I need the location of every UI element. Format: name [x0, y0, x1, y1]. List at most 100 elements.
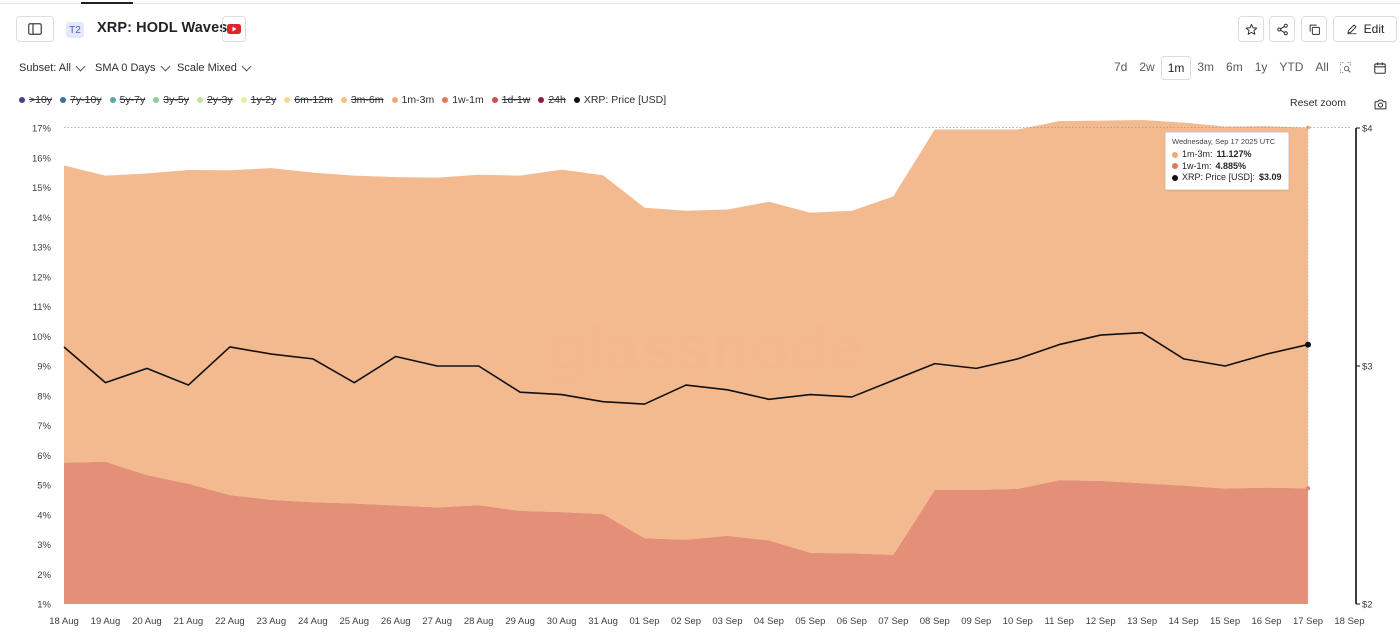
x-tick-label: 16 Sep — [1251, 616, 1281, 627]
top-divider — [0, 3, 1400, 4]
x-tick-label: 12 Sep — [1086, 616, 1116, 627]
x-tick-label: 03 Sep — [712, 616, 742, 627]
legend-item[interactable]: XRP: Price [USD] — [573, 94, 666, 106]
legend-item[interactable]: 1m-3m — [391, 94, 434, 106]
legend-dot — [573, 97, 580, 103]
star-icon — [1245, 23, 1257, 35]
tooltip-dot — [1172, 174, 1178, 181]
x-tick-label: 15 Sep — [1210, 616, 1240, 627]
x-tick-label: 30 Aug — [547, 616, 577, 627]
legend-dot — [340, 97, 347, 103]
share-button[interactable] — [1269, 16, 1295, 42]
sidebar-icon — [28, 23, 42, 35]
x-tick-label: 04 Sep — [754, 616, 784, 627]
tooltip-dot — [1172, 151, 1178, 158]
legend-dot — [442, 97, 449, 103]
reset-zoom-button[interactable]: Reset zoom — [1290, 97, 1347, 109]
legend-item[interactable]: 7y-10y — [60, 94, 102, 106]
chevron-down-icon — [75, 61, 86, 71]
legend-item[interactable]: 1w-1m — [442, 94, 484, 106]
tooltip-label: XRP: Price [USD]: — [1182, 172, 1256, 182]
price-tick-label: $4 — [1362, 124, 1373, 135]
range-selector: 7d 2w 1m 3m 6m 1y YTD All — [1108, 56, 1356, 80]
favorite-button[interactable] — [1238, 16, 1264, 42]
x-tick-label: 10 Sep — [1003, 616, 1033, 627]
tooltip-label: 1m-3m: — [1182, 149, 1213, 159]
range-3m[interactable]: 3m — [1197, 60, 1215, 74]
legend-dot — [109, 97, 116, 103]
range-6m[interactable]: 6m — [1226, 60, 1243, 74]
range-1y[interactable]: 1y — [1254, 60, 1268, 74]
range-1m[interactable]: 1m — [1160, 56, 1192, 80]
calendar-button[interactable] — [1367, 56, 1393, 80]
legend-dot — [391, 97, 398, 103]
chevron-down-icon — [160, 61, 170, 71]
legend-item[interactable]: 5y-7y — [109, 94, 145, 106]
hodl-waves-chart[interactable]: glassnode 1%2%3%4%5%6%7%8%9%10%11%12%13%… — [0, 110, 1400, 644]
range-ytd[interactable]: YTD — [1279, 60, 1304, 74]
x-tick-label: 18 Aug — [49, 616, 79, 627]
x-tick-label: 14 Sep — [1169, 616, 1199, 627]
legend-item[interactable]: 3m-6m — [340, 94, 384, 106]
price-tick-label: $2 — [1362, 600, 1373, 611]
legend-label: 2y-3y — [206, 94, 233, 106]
y-tick-label: 6% — [37, 451, 51, 462]
x-tick-label: 01 Sep — [629, 616, 659, 627]
chart-legend: >10y 7y-10y 5y-7y 3y-5y 2y-3y 1y-2y 6m-12m 3m-6… — [19, 94, 666, 106]
chevron-down-icon — [241, 61, 252, 71]
tooltip-row-1m3m: 1m-3m: 11.127% — [1172, 149, 1282, 161]
legend-item[interactable]: 2y-3y — [196, 94, 233, 106]
edit-button[interactable]: Edit — [1333, 16, 1397, 42]
x-tick-label: 06 Sep — [837, 616, 867, 627]
legend-label: 6m-12m — [294, 94, 333, 106]
range-all[interactable]: All — [1315, 60, 1329, 74]
x-tick-label: 31 Aug — [588, 616, 618, 627]
chart-tooltip: Wednesday, Sep 17 2025 UTC 1m-3m: 11.127… — [1165, 132, 1289, 190]
tooltip-row-price: XRP: Price [USD]: $3.09 — [1172, 172, 1282, 184]
tooltip-date: Wednesday, Sep 17 2025 UTC — [1172, 137, 1276, 146]
x-tick-label: 25 Aug — [339, 616, 369, 627]
legend-item[interactable]: 6m-12m — [284, 94, 333, 106]
tooltip-value: 4.885% — [1215, 160, 1247, 171]
y-tick-label: 5% — [37, 481, 51, 492]
youtube-button[interactable] — [222, 16, 246, 42]
calendar-icon — [1374, 62, 1386, 74]
range-7d[interactable]: 7d — [1114, 60, 1128, 74]
copy-button[interactable] — [1301, 16, 1327, 42]
tooltip-label: 1w-1m: — [1182, 160, 1212, 171]
tooltip-dot — [1172, 163, 1178, 170]
legend-item[interactable]: >10y — [19, 94, 52, 106]
edit-label: Edit — [1363, 22, 1385, 36]
scale-dropdown[interactable]: Scale Mixed — [177, 61, 252, 74]
range-2w[interactable]: 2w — [1139, 60, 1155, 74]
price-point — [1305, 341, 1311, 348]
x-tick-label: 07 Sep — [878, 616, 908, 627]
legend-dot — [240, 97, 247, 103]
zoom-select-button[interactable] — [1335, 56, 1356, 80]
legend-label: >10y — [29, 94, 53, 106]
tooltip-row-1w1m: 1w-1m: 4.885% — [1172, 161, 1282, 173]
point-1w-1m — [1306, 486, 1310, 491]
legend-item[interactable]: 1d-1w — [491, 94, 530, 106]
y-tick-label: 16% — [32, 153, 52, 164]
x-tick-label: 13 Sep — [1127, 616, 1157, 627]
legend-item[interactable]: 3y-5y — [153, 94, 189, 106]
copy-icon — [1309, 24, 1320, 35]
y-tick-label: 10% — [32, 332, 52, 343]
subset-dropdown[interactable]: Subset: All — [19, 61, 86, 74]
y-tick-label: 17% — [32, 124, 52, 135]
legend-item[interactable]: 1y-2y — [240, 94, 276, 106]
x-tick-label: 09 Sep — [961, 616, 991, 627]
y-tick-label: 3% — [37, 540, 51, 551]
legend-label: 1w-1m — [452, 94, 484, 106]
screenshot-button[interactable] — [1370, 96, 1390, 112]
legend-item[interactable]: 24h — [538, 94, 566, 106]
x-tick-label: 22 Aug — [215, 616, 245, 627]
sma-dropdown[interactable]: SMA 0 Days — [95, 61, 170, 74]
tier-badge: T2 — [66, 22, 84, 38]
legend-dot — [538, 97, 545, 103]
legend-label: 3y-5y — [163, 94, 189, 106]
y-tick-label: 13% — [32, 243, 52, 254]
sidebar-toggle-button[interactable] — [16, 16, 54, 42]
page-title: XRP: HODL Waves — [97, 20, 228, 36]
